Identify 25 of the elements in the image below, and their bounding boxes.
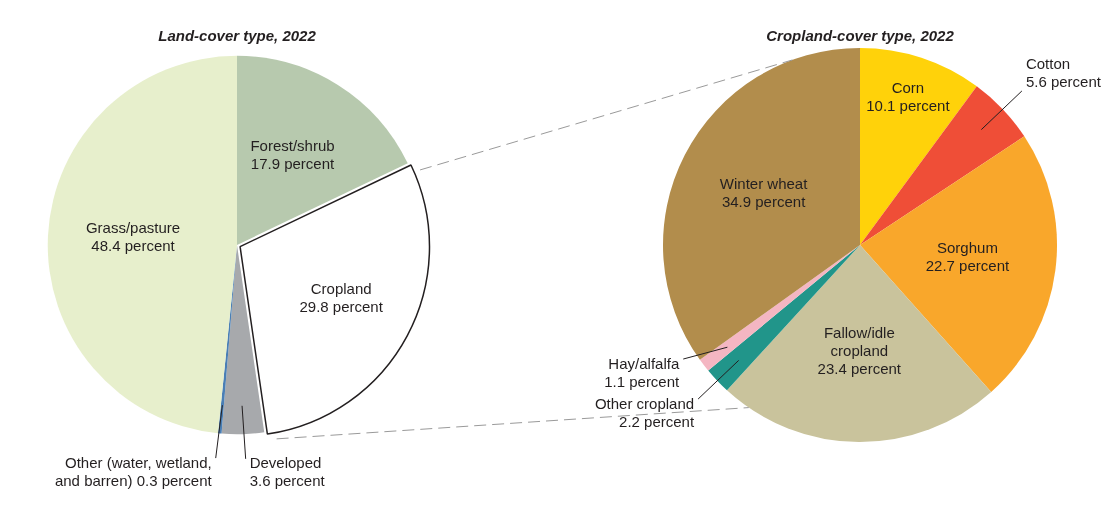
data-label: 2.2 percent [619,412,695,430]
slice-label: Winter wheat [719,175,809,193]
slice-label: Cotton [1025,54,1071,72]
slice-label: Hay/alfalfa [608,354,680,372]
data-label: 17.9 percent [250,154,336,172]
data-label: 23.4 percent [817,359,902,377]
slice-label: Other cropland [594,394,695,412]
slice-label: Developed [249,454,322,472]
slice-label: Fallow/idle cropland [823,323,895,359]
data-label: 48.4 percent [91,237,176,255]
chart-title: Land-cover type, 2022 [158,27,317,45]
data-label: 10.1 percent [866,96,951,114]
data-label: 1.1 percent [604,372,681,390]
data-label: 29.8 percent [299,298,384,316]
slice-label: Grass/pasture [85,219,181,237]
data-label: 22.7 percent [925,256,1010,274]
slice-label: Cropland [310,280,372,298]
slice-label: Other (water, wetland, and barren) 0.3 percent [54,453,213,489]
data-label: 3.6 percent [249,472,326,490]
data-label: 5.6 percent [1025,72,1102,90]
slice-label: Corn [891,78,925,96]
chart-title: Cropland-cover type, 2022 [766,27,955,45]
data-label: 34.9 percent [721,193,807,211]
slice-label: Sorghum [937,238,998,256]
slice-label: Forest/shrub [250,136,335,154]
